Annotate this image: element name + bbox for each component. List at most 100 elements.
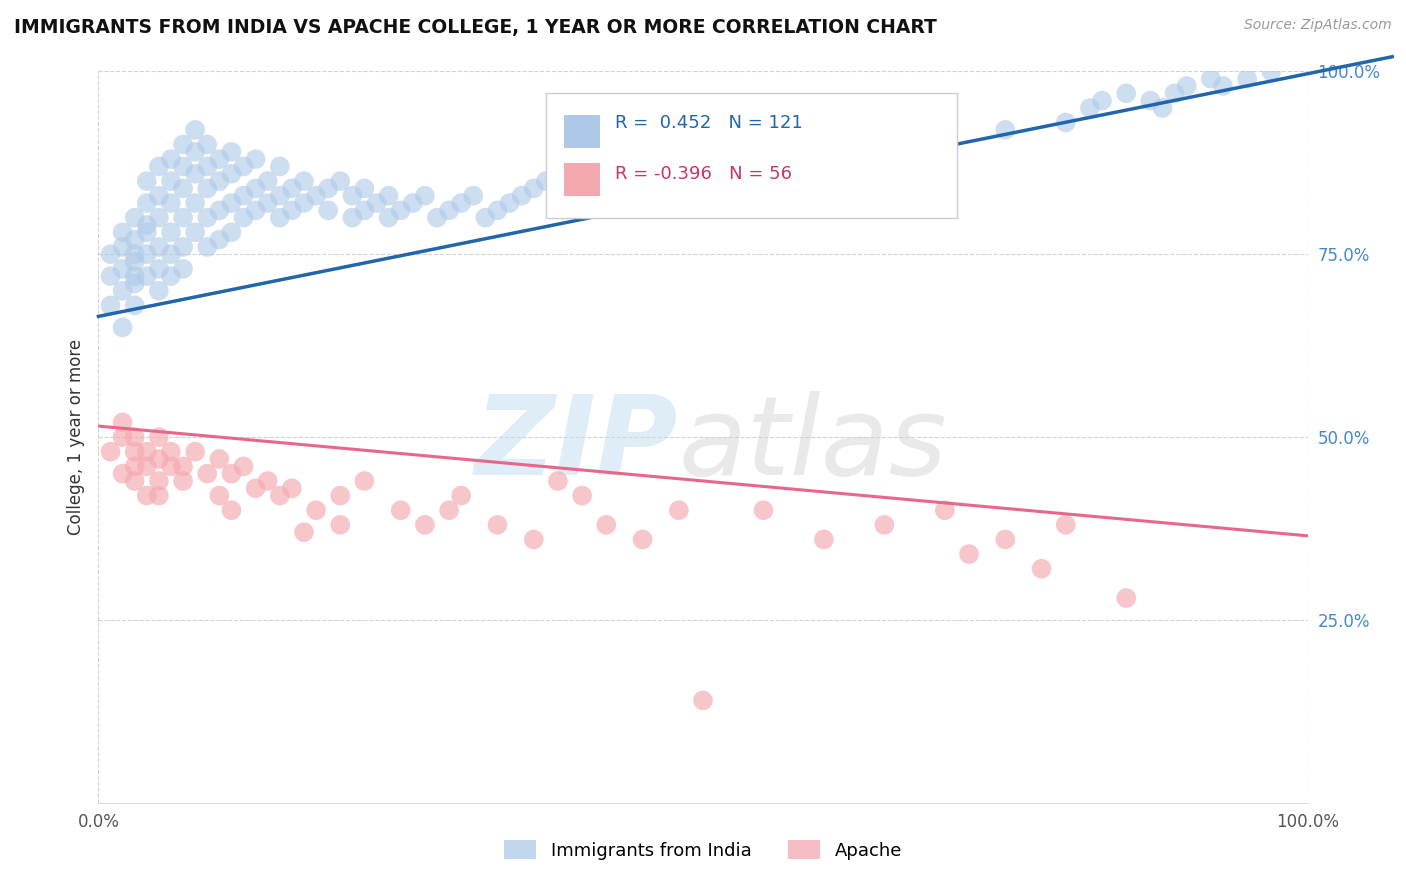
- Point: [100, 298, 122, 312]
- Point: [934, 503, 956, 517]
- Point: [245, 152, 267, 166]
- Text: Source: ZipAtlas.com: Source: ZipAtlas.com: [1244, 18, 1392, 32]
- Point: [172, 137, 194, 152]
- Point: [195, 240, 218, 254]
- Point: [124, 211, 146, 225]
- Point: [184, 225, 207, 239]
- Point: [221, 467, 243, 481]
- Point: [377, 211, 399, 225]
- Point: [523, 533, 546, 547]
- Point: [208, 152, 231, 166]
- Point: [994, 533, 1017, 547]
- Point: [316, 203, 339, 218]
- Point: [1091, 94, 1114, 108]
- Point: [813, 533, 835, 547]
- Point: [994, 123, 1017, 137]
- Point: [1152, 101, 1174, 115]
- Point: [571, 152, 593, 166]
- Point: [148, 430, 170, 444]
- Point: [486, 203, 509, 218]
- Point: [668, 503, 690, 517]
- Point: [100, 444, 122, 458]
- Point: [172, 181, 194, 195]
- Point: [1175, 78, 1198, 93]
- Point: [498, 196, 520, 211]
- Point: [402, 196, 425, 211]
- Point: [269, 489, 291, 503]
- Point: [148, 489, 170, 503]
- Point: [195, 160, 218, 174]
- Point: [1115, 87, 1137, 101]
- Point: [172, 474, 194, 488]
- Point: [232, 188, 254, 202]
- Point: [486, 517, 509, 532]
- Point: [547, 474, 569, 488]
- Point: [353, 181, 375, 195]
- Point: [172, 240, 194, 254]
- Point: [124, 459, 146, 474]
- Point: [135, 444, 157, 458]
- Point: [474, 211, 496, 225]
- Point: [269, 160, 291, 174]
- Point: [195, 211, 218, 225]
- Text: atlas: atlas: [679, 391, 948, 498]
- Point: [366, 196, 388, 211]
- Point: [232, 160, 254, 174]
- Text: IMMIGRANTS FROM INDIA VS APACHE COLLEGE, 1 YEAR OR MORE CORRELATION CHART: IMMIGRANTS FROM INDIA VS APACHE COLLEGE,…: [14, 18, 936, 37]
- Point: [281, 203, 304, 218]
- Point: [558, 160, 581, 174]
- Point: [269, 211, 291, 225]
- Point: [534, 174, 557, 188]
- Point: [124, 444, 146, 458]
- Point: [148, 261, 170, 276]
- Point: [124, 474, 146, 488]
- Point: [160, 269, 183, 284]
- Point: [111, 320, 134, 334]
- Point: [668, 174, 690, 188]
- Point: [353, 203, 375, 218]
- Point: [437, 203, 460, 218]
- Point: [692, 693, 714, 707]
- Point: [1260, 64, 1282, 78]
- Point: [172, 211, 194, 225]
- Point: [305, 503, 328, 517]
- Text: R =  0.452   N = 121: R = 0.452 N = 121: [614, 113, 803, 131]
- Point: [184, 123, 207, 137]
- Point: [873, 152, 896, 166]
- Point: [148, 211, 170, 225]
- Point: [195, 181, 218, 195]
- Bar: [564, 162, 600, 195]
- Point: [111, 416, 134, 430]
- Point: [595, 517, 617, 532]
- Point: [413, 188, 436, 202]
- Point: [184, 196, 207, 211]
- Point: [305, 188, 328, 202]
- Point: [111, 467, 134, 481]
- Point: [124, 269, 146, 284]
- Point: [100, 247, 122, 261]
- Point: [389, 503, 412, 517]
- Point: [245, 181, 267, 195]
- Point: [135, 174, 157, 188]
- Point: [135, 489, 157, 503]
- Point: [329, 174, 352, 188]
- Point: [221, 145, 243, 159]
- Point: [1054, 115, 1077, 129]
- Point: [160, 247, 183, 261]
- Point: [195, 137, 218, 152]
- Point: [232, 459, 254, 474]
- Legend: Immigrants from India, Apache: Immigrants from India, Apache: [496, 833, 910, 867]
- Point: [124, 430, 146, 444]
- Point: [245, 481, 267, 495]
- Point: [292, 174, 315, 188]
- Point: [111, 284, 134, 298]
- Point: [160, 152, 183, 166]
- Point: [256, 474, 278, 488]
- Point: [148, 240, 170, 254]
- Point: [184, 145, 207, 159]
- Text: ZIP: ZIP: [475, 391, 679, 498]
- Point: [111, 240, 134, 254]
- Point: [172, 160, 194, 174]
- Point: [124, 254, 146, 268]
- Point: [377, 188, 399, 202]
